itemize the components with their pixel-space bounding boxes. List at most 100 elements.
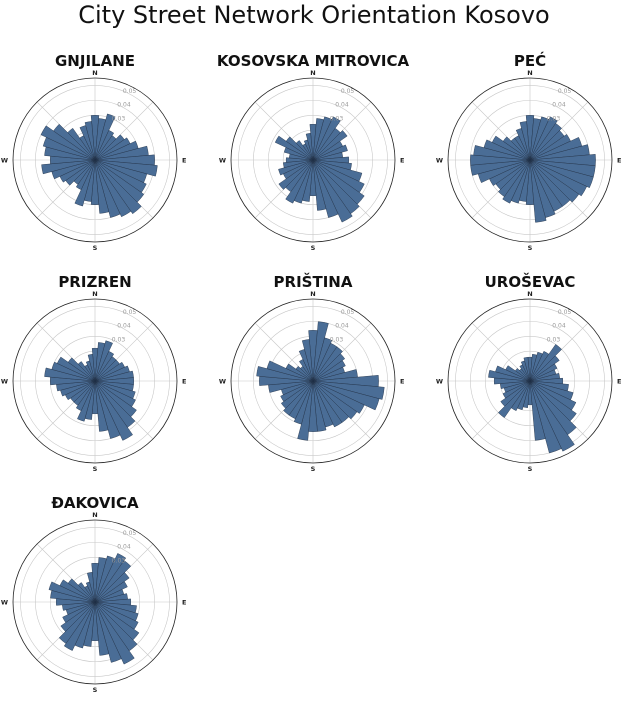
rose-bar — [293, 380, 314, 425]
rose-bar — [75, 380, 96, 411]
rose-bar — [53, 123, 96, 161]
rose-bar — [483, 139, 531, 161]
rose-bar — [94, 380, 133, 441]
rose-bar — [285, 363, 314, 382]
radial-tick-label: 0.03 — [112, 558, 126, 565]
radial-tick-label: 0.03 — [112, 116, 126, 123]
rose-bar — [56, 356, 96, 382]
compass-label: N — [527, 290, 532, 298]
rose-bar — [500, 380, 531, 407]
rose-bar — [278, 159, 314, 190]
rose-bar — [75, 159, 96, 190]
rose-bar — [498, 159, 531, 197]
rose-bar — [90, 115, 100, 161]
rose-bar — [94, 380, 121, 439]
rose-bar — [295, 140, 314, 161]
rose-bar — [41, 159, 96, 175]
polar-rose-chart: 0.03 0.04 0.05 N E S W — [436, 290, 622, 473]
rose-bar — [280, 380, 314, 402]
compass-label: N — [92, 69, 97, 77]
rose-bar — [312, 380, 358, 420]
rose-bar — [278, 159, 314, 176]
rose-bar — [312, 346, 343, 382]
rose-bar — [283, 159, 314, 168]
compass-label: W — [1, 157, 8, 165]
rose-panel-pec: PEĆ 0.03 0.04 0.05 N E S W — [430, 52, 628, 277]
radial-tick-label: 0.04 — [335, 102, 349, 109]
radial-tick-label: 0.04 — [552, 102, 566, 109]
polar-rose-chart: 0.03 0.04 0.05 N E S W — [219, 290, 405, 473]
rose-bar — [87, 572, 96, 603]
rose-bar — [529, 159, 547, 223]
rose-bar — [312, 380, 380, 411]
rose-bar — [491, 135, 531, 161]
compass-label: E — [182, 157, 186, 165]
rose-bar — [77, 361, 96, 382]
rose-bar — [529, 355, 560, 382]
rose-bar — [529, 116, 558, 161]
polar-frame — [230, 77, 396, 243]
rose-bar — [58, 601, 96, 644]
compass-label: N — [92, 511, 97, 519]
rose-bar — [94, 553, 127, 603]
rose-bar — [502, 159, 531, 204]
rose-bar — [529, 159, 580, 203]
polar-rose-chart: 0.03 0.04 0.05 N E S W — [1, 69, 187, 252]
rose-bar — [94, 572, 130, 603]
rose-panel-dakovica: ĐAKOVICA 0.03 0.04 0.05 N E S W — [0, 494, 195, 719]
rose-bar — [94, 159, 132, 218]
radial-tick-label: 0.04 — [335, 323, 349, 330]
panel-title: PRIŠTINA — [273, 273, 353, 291]
rose-bar — [266, 360, 314, 382]
rose-panel-kosovska-mitrovica: KOSOVSKA MITROVICA 0.03 0.04 0.05 N E S W — [213, 52, 413, 277]
compass-label: E — [182, 378, 186, 386]
rose-bar — [312, 159, 339, 218]
compass-label: E — [182, 599, 186, 607]
rose-panel-prizren: PRIZREN 0.03 0.04 0.05 N E S W — [0, 273, 195, 498]
radial-tick-label: 0.04 — [117, 323, 131, 330]
rose-bar — [525, 115, 535, 161]
compass-label: S — [528, 244, 533, 252]
panel-title: PEĆ — [513, 52, 547, 70]
rose-bar — [283, 380, 314, 416]
radial-tick-label: 0.05 — [341, 309, 355, 316]
rose-panel-gnjilane: GNJILANE 0.03 0.04 0.05 N E S W — [0, 52, 195, 277]
compass-label: S — [93, 465, 98, 473]
rose-bar — [312, 380, 365, 414]
rose-bar — [60, 601, 96, 632]
radial-tick-label: 0.03 — [330, 337, 344, 344]
compass-label: W — [1, 599, 8, 607]
polar-rose-chart: 0.03 0.04 0.05 N E S W — [219, 69, 405, 252]
polar-frame — [447, 77, 613, 243]
rose-bar — [305, 133, 314, 161]
rose-bar — [94, 340, 113, 382]
rose-bar — [40, 125, 96, 161]
polar-frame — [12, 519, 178, 685]
polar-frame — [447, 298, 613, 464]
rose-bar — [515, 368, 531, 382]
radial-tick-label: 0.03 — [547, 337, 561, 344]
rose-bar — [94, 130, 115, 161]
rose-bar — [285, 136, 314, 161]
panel-title: PRIZREN — [58, 273, 132, 291]
compass-label: N — [310, 69, 315, 77]
rose-bar — [63, 601, 96, 651]
panel-title: UROŠEVAC — [484, 273, 576, 291]
radial-tick-label: 0.03 — [547, 116, 561, 123]
polar-frame — [12, 298, 178, 464]
rose-bar — [523, 357, 531, 382]
rose-bar — [94, 113, 116, 161]
rose-bar — [312, 380, 343, 428]
rose-bar — [77, 582, 96, 603]
compass-label: W — [436, 157, 443, 165]
compass-label: S — [528, 465, 533, 473]
rose-bar — [67, 578, 96, 603]
polar-rose-chart: 0.03 0.04 0.05 N E S W — [1, 511, 187, 694]
rose-bar — [94, 601, 135, 665]
rose-bar — [94, 380, 109, 432]
radial-tick-label: 0.04 — [117, 544, 131, 551]
rose-bar — [312, 337, 333, 382]
polar-rose-chart: 0.03 0.04 0.05 N E S W — [436, 69, 622, 252]
compass-label: E — [400, 378, 404, 386]
panel-title: GNJILANE — [55, 52, 135, 70]
